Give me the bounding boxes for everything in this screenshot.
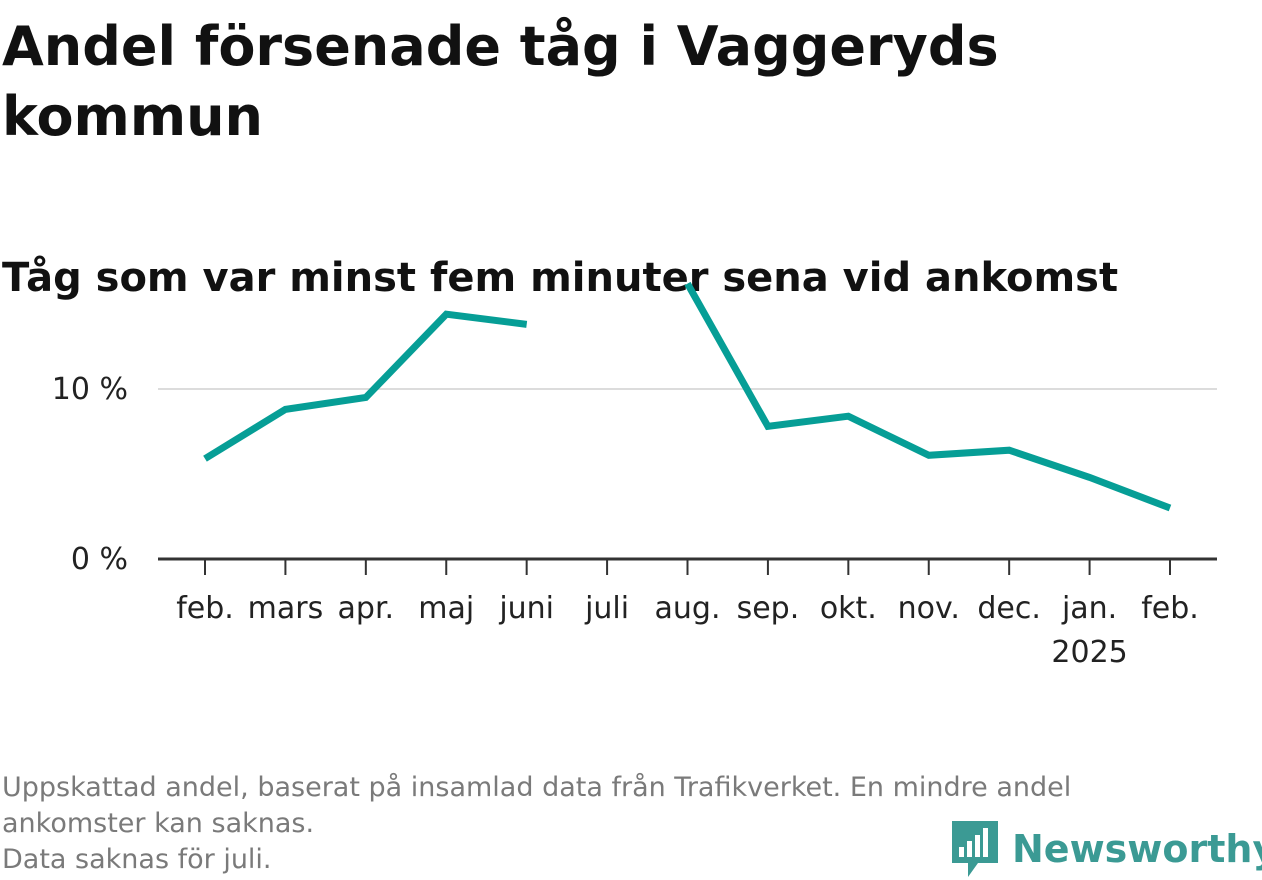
- x-year-label: 2025: [1051, 635, 1127, 670]
- footnote-line: Uppskattad andel, baserat på insamlad da…: [2, 772, 1072, 803]
- x-tick-label: apr.: [338, 591, 395, 626]
- x-tick-label: juni: [498, 591, 554, 626]
- x-tick-label: dec.: [977, 591, 1041, 626]
- x-tick-label: juli: [584, 591, 629, 626]
- x-tick-label: jan.: [1061, 591, 1117, 626]
- footnote: Uppskattad andel, baserat på insamlad da…: [2, 770, 1252, 878]
- chart-title: Andel försenade tåg i Vaggeryds kommun: [2, 15, 999, 148]
- x-tick-label: nov.: [898, 591, 960, 626]
- footnote-line: ankomster kan saknas.: [2, 808, 315, 839]
- x-tick-label: okt.: [820, 591, 877, 626]
- x-axis: [158, 557, 1217, 575]
- series-line-segment: [684, 281, 1172, 512]
- x-tick-label: aug.: [655, 591, 721, 626]
- line-chart: 0 % 10 % feb. mars apr. maj juni juli aug. sep. o…: [52, 281, 1217, 670]
- chart-subtitle: Tåg som var minst fem minuter sena vid a…: [2, 255, 1119, 301]
- x-tick-label: mars: [248, 591, 324, 626]
- series-line-segment: [203, 310, 528, 462]
- x-axis-labels: feb. mars apr. maj juni juli aug. sep. okt. nov. d…: [176, 591, 1199, 670]
- x-tick-label: feb.: [176, 591, 234, 626]
- y-tick-label: 0 %: [71, 542, 128, 577]
- x-tick-label: maj: [418, 591, 474, 626]
- brand-logo: Newsworthy: [950, 818, 1262, 880]
- series-lines: [203, 281, 1172, 512]
- x-tick-label: sep.: [737, 591, 800, 626]
- x-tick-label: feb.: [1141, 591, 1199, 626]
- brand-name: Newsworthy: [1012, 827, 1262, 871]
- newsworthy-logo-icon: [952, 821, 998, 877]
- y-axis-labels: 0 % 10 %: [52, 372, 128, 577]
- y-tick-label: 10 %: [52, 372, 128, 407]
- footnote-line: Data saknas för juli.: [2, 844, 272, 875]
